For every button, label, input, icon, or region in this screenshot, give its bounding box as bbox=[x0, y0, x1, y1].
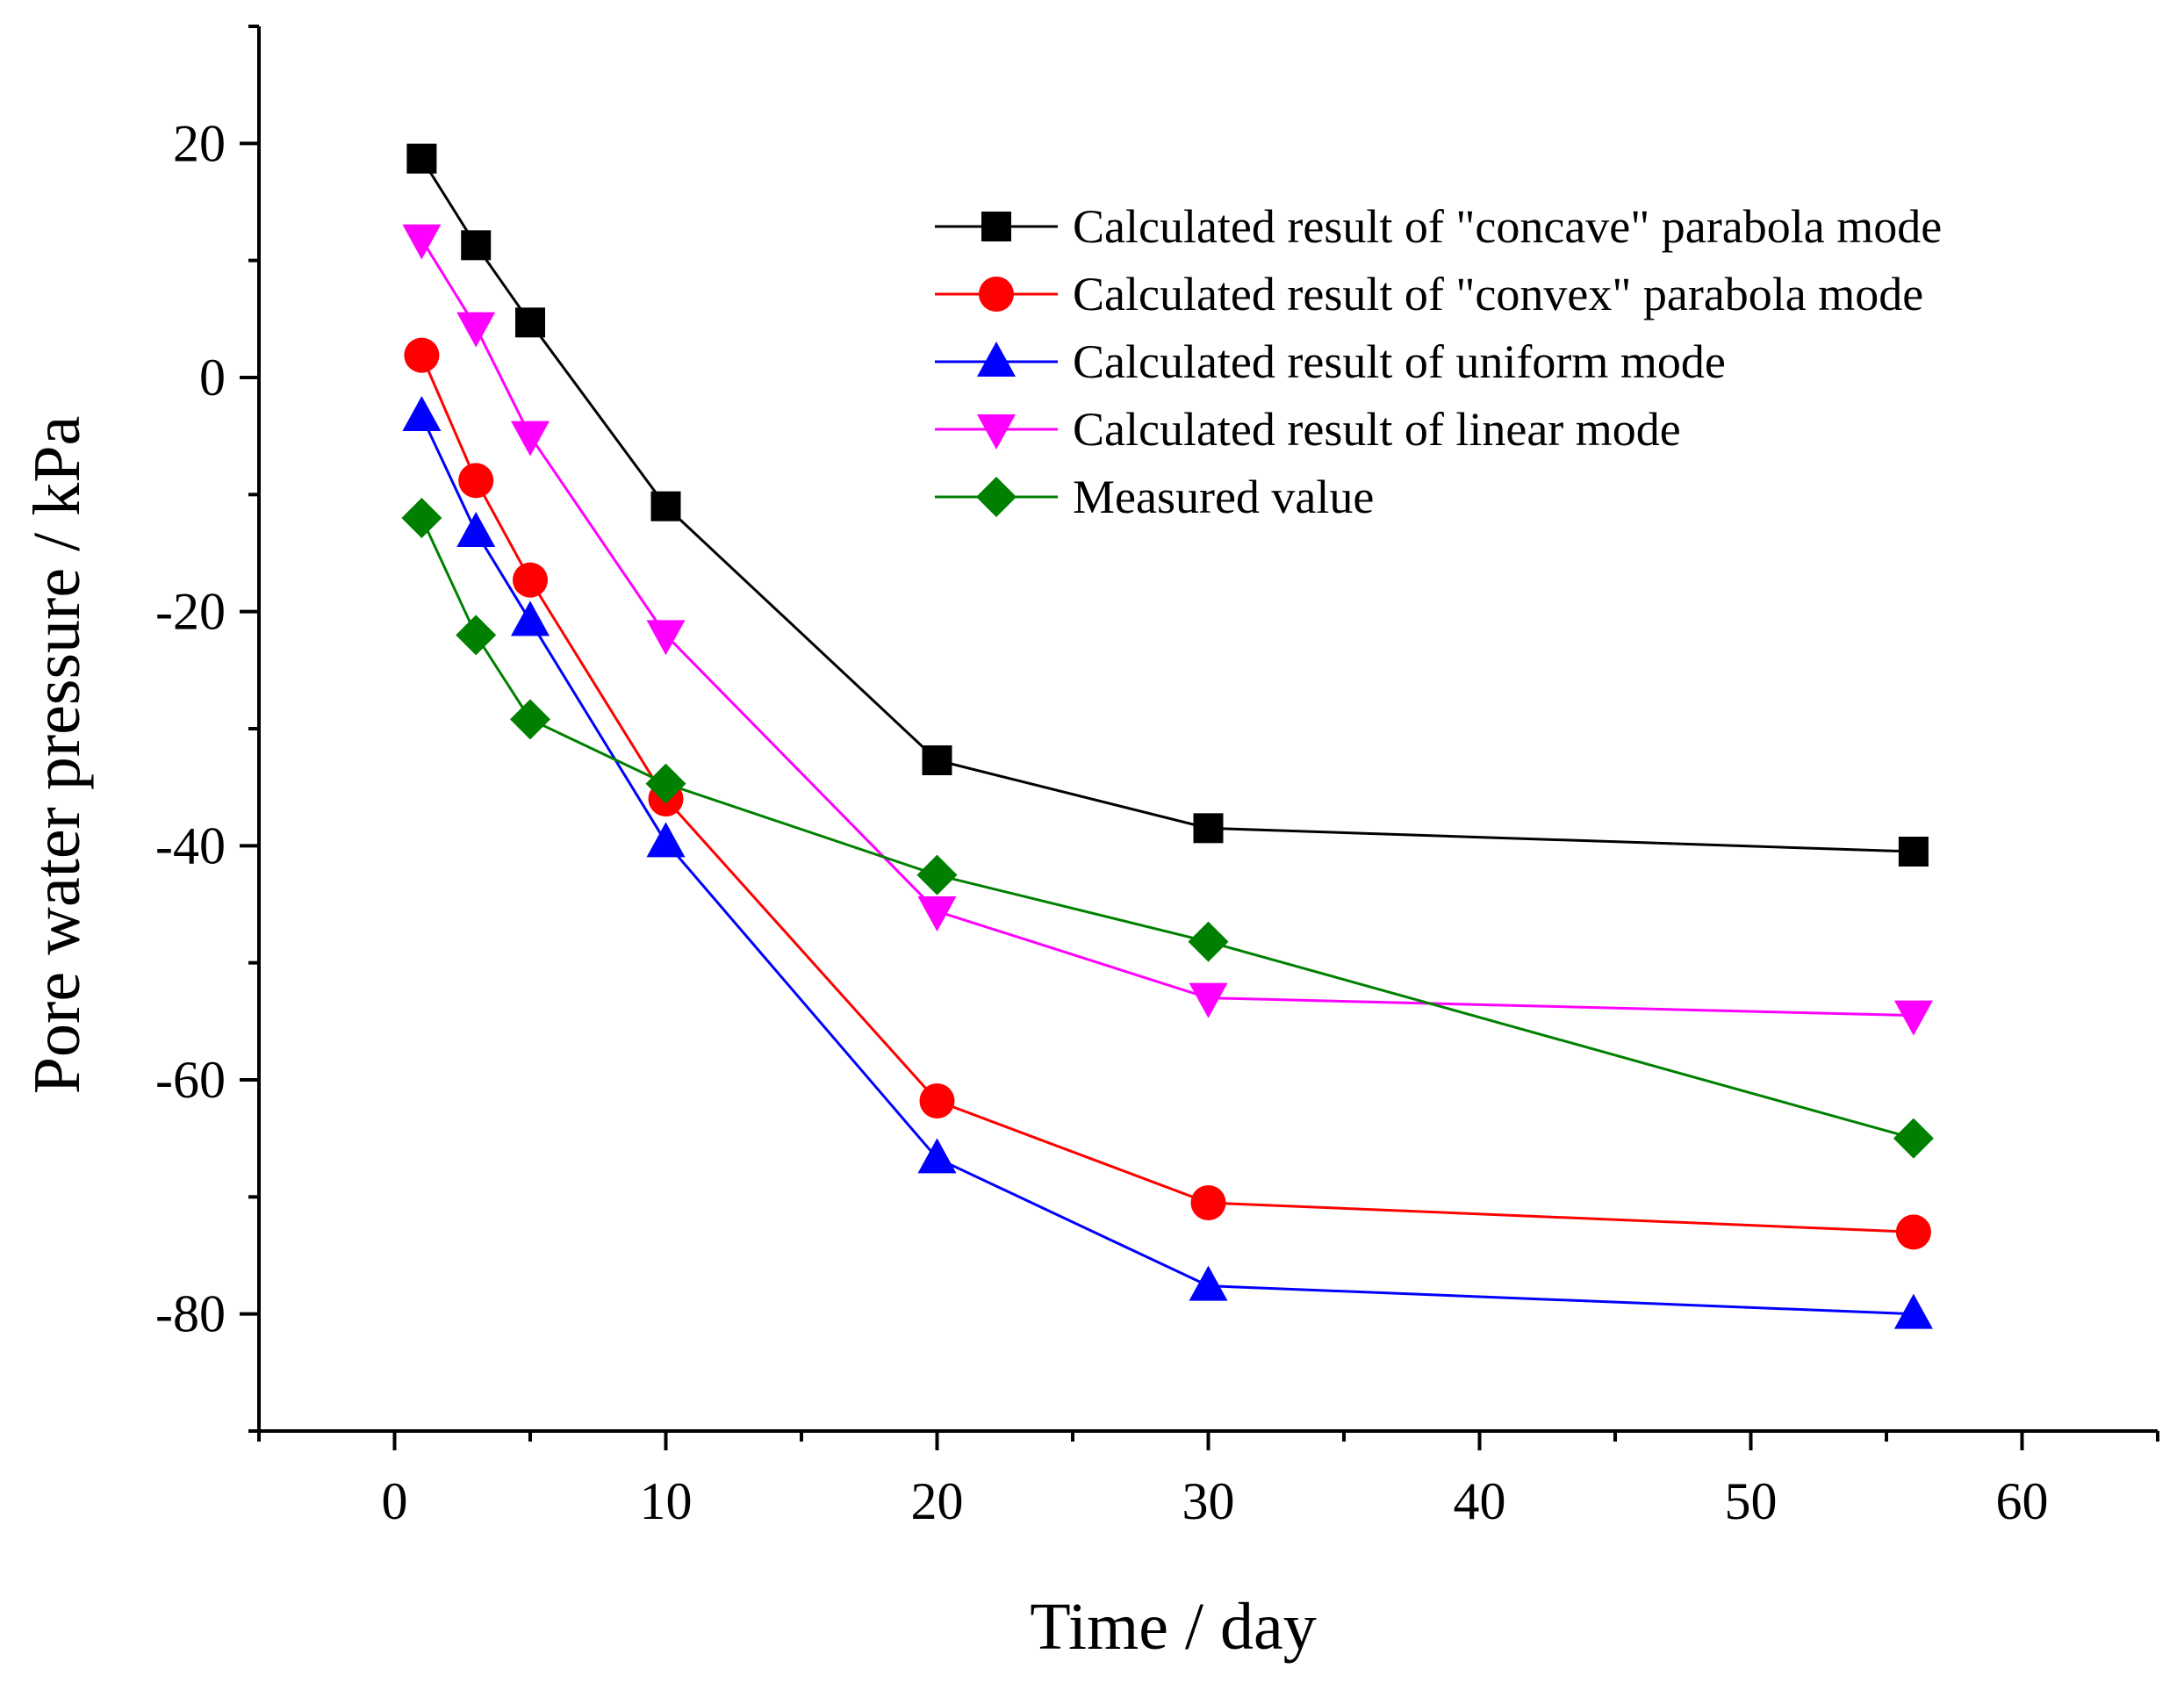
x-tick-label: 10 bbox=[640, 1472, 693, 1530]
data-point-1 bbox=[919, 1083, 955, 1118]
x-tick-label: 20 bbox=[911, 1472, 964, 1530]
data-point-2 bbox=[646, 822, 686, 858]
legend-marker bbox=[977, 414, 1016, 450]
data-point-3 bbox=[917, 896, 957, 931]
legend-marker bbox=[977, 342, 1016, 377]
y-tick-label: 0 bbox=[199, 349, 226, 406]
data-point-3 bbox=[1189, 982, 1228, 1018]
x-tick-label: 60 bbox=[1996, 1472, 2049, 1530]
data-point-0 bbox=[922, 745, 952, 775]
series-lines bbox=[420, 157, 1915, 1316]
y-tick-label: -20 bbox=[155, 583, 226, 641]
legend-label: Measured value bbox=[1073, 471, 1374, 523]
data-point-2 bbox=[402, 396, 442, 431]
data-point-3 bbox=[511, 421, 550, 457]
data-point-0 bbox=[461, 230, 492, 261]
data-point-2 bbox=[511, 601, 550, 637]
data-point-4 bbox=[1893, 1118, 1934, 1159]
axes: 0 10 20 30 40 50 60 20 0 -20 -40 -60 -80 bbox=[155, 25, 2159, 1530]
y-axis-title: Pore water pressure / kPa bbox=[20, 416, 94, 1094]
y-tick-label: -40 bbox=[155, 816, 226, 874]
data-point-1 bbox=[404, 337, 440, 373]
legend-marker bbox=[981, 212, 1011, 241]
data-point-2 bbox=[1189, 1265, 1228, 1301]
data-point-3 bbox=[646, 620, 686, 656]
x-tick-label: 0 bbox=[382, 1472, 408, 1530]
data-point-1 bbox=[1190, 1185, 1226, 1220]
y-tick-label: 20 bbox=[173, 114, 226, 172]
legend: Calculated result of "concave" parabola … bbox=[935, 200, 1942, 523]
data-point-0 bbox=[1193, 813, 1224, 844]
series-line-2 bbox=[420, 415, 1914, 1316]
data-point-4 bbox=[916, 854, 958, 895]
x-tick-label: 30 bbox=[1182, 1472, 1235, 1530]
data-point-4 bbox=[645, 763, 686, 804]
data-point-3 bbox=[1893, 1000, 1933, 1036]
data-point-0 bbox=[406, 143, 437, 174]
series-line-4 bbox=[420, 517, 1915, 1140]
y-tick-label: -80 bbox=[155, 1285, 226, 1343]
legend-marker bbox=[976, 477, 1017, 517]
data-point-2 bbox=[1893, 1293, 1933, 1329]
y-tick-label: -60 bbox=[155, 1051, 226, 1109]
legend-label: Calculated result of "concave" parabola … bbox=[1073, 200, 1942, 253]
data-point-3 bbox=[402, 224, 442, 260]
legend-label: Calculated result of "convex" parabola m… bbox=[1073, 268, 1923, 320]
x-tick-label: 50 bbox=[1725, 1472, 1778, 1530]
legend-label: Calculated result of uniform mode bbox=[1073, 335, 1726, 388]
data-point-0 bbox=[515, 307, 545, 338]
data-point-1 bbox=[513, 562, 548, 598]
data-point-1 bbox=[1895, 1214, 1931, 1250]
data-point-4 bbox=[510, 699, 550, 740]
data-point-1 bbox=[458, 463, 494, 499]
legend-label: Calculated result of linear mode bbox=[1073, 403, 1681, 456]
x-tick-label: 40 bbox=[1454, 1472, 1506, 1530]
data-point-2 bbox=[917, 1138, 957, 1174]
data-point-0 bbox=[1898, 837, 1929, 867]
data-point-4 bbox=[1188, 921, 1229, 962]
x-axis-title: Time / day bbox=[1030, 1590, 1317, 1664]
series-markers bbox=[401, 143, 1934, 1329]
data-point-4 bbox=[401, 498, 442, 538]
data-point-0 bbox=[650, 491, 681, 521]
data-point-4 bbox=[456, 615, 497, 656]
legend-marker bbox=[979, 277, 1014, 312]
data-point-3 bbox=[456, 312, 496, 348]
data-point-2 bbox=[456, 512, 496, 547]
